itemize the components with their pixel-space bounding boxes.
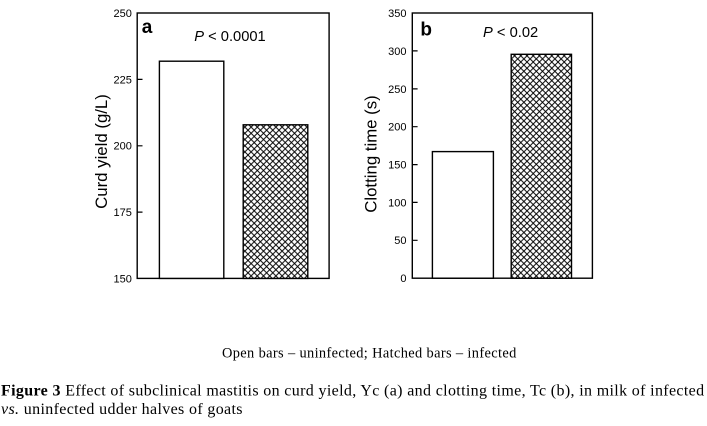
svg-text:b: b	[420, 20, 432, 41]
svg-text:Curd yield (g/L): Curd yield (g/L)	[92, 94, 111, 209]
svg-text:0: 0	[400, 273, 406, 285]
svg-text:Figure 3 Effect of subclinical: Figure 3 Effect of subclinical mastitis …	[1, 382, 704, 399]
svg-text:300: 300	[388, 46, 406, 58]
svg-text:350: 350	[388, 8, 406, 20]
svg-text:150: 150	[114, 273, 132, 285]
svg-text:250: 250	[388, 84, 406, 96]
svg-text:250: 250	[114, 8, 132, 20]
svg-text:P < 0.02: P < 0.02	[483, 25, 538, 41]
svg-text:200: 200	[388, 122, 406, 134]
svg-text:175: 175	[114, 207, 132, 219]
svg-text:225: 225	[114, 74, 132, 86]
svg-text:a: a	[142, 17, 153, 38]
svg-text:Open bars – uninfected; Hatche: Open bars – uninfected; Hatched bars – i…	[222, 345, 517, 361]
svg-text:100: 100	[388, 197, 406, 209]
svg-text:200: 200	[114, 141, 132, 153]
svg-text:vs. uninfected udder halves of: vs. uninfected udder halves of goats	[1, 401, 243, 418]
svg-text:Clotting time (s): Clotting time (s)	[362, 95, 381, 213]
svg-text:50: 50	[394, 235, 406, 247]
svg-text:P < 0.0001: P < 0.0001	[194, 29, 265, 45]
svg-text:150: 150	[388, 160, 406, 172]
